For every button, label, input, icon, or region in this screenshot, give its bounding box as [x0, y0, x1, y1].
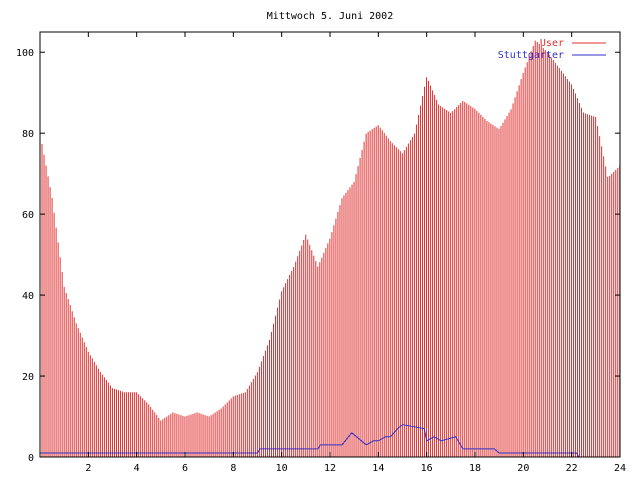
- x-tick-label: 18: [469, 463, 481, 474]
- x-tick-label: 16: [421, 463, 433, 474]
- chart-title: Mittwoch 5. Juni 2002: [267, 11, 393, 22]
- legend-label-stuttgarter: Stuttgarter: [498, 50, 564, 61]
- x-tick-label: 12: [324, 463, 336, 474]
- x-tick-label: 24: [614, 463, 626, 474]
- legend-label-user: User: [540, 38, 564, 49]
- x-tick-label: 20: [517, 463, 529, 474]
- y-tick-label: 60: [22, 210, 34, 221]
- y-tick-label: 20: [22, 372, 34, 383]
- x-tick-label: 4: [134, 463, 140, 474]
- x-tick-label: 14: [372, 463, 384, 474]
- stuttgarter-series-line: [40, 424, 620, 458]
- y-tick-label: 80: [22, 129, 34, 140]
- y-tick-label: 100: [16, 48, 34, 59]
- user-bars: [39, 40, 621, 457]
- y-tick-label: 40: [22, 291, 34, 302]
- legend: User Stuttgarter: [498, 38, 606, 61]
- x-tick-label: 2: [85, 463, 91, 474]
- x-tick-label: 6: [182, 463, 188, 474]
- x-tick-label: 22: [566, 463, 578, 474]
- x-axis-ticks: 2 4 6 8 10 12 14 16 18 20 22 24: [85, 32, 626, 474]
- y-tick-label: 0: [28, 453, 34, 464]
- x-tick-label: 10: [276, 463, 288, 474]
- x-tick-label: 8: [230, 463, 236, 474]
- y-axis-ticks: 0 20 40 60 80 100: [16, 48, 620, 464]
